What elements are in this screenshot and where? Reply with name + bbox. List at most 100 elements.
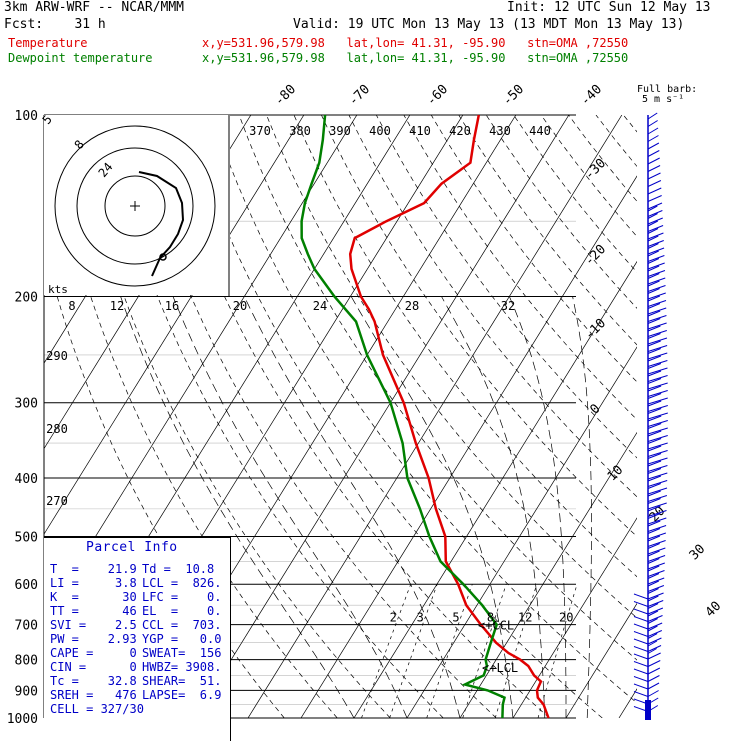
wind-barb (648, 361, 667, 367)
isotherm-line (566, 115, 740, 718)
theta-label: 410 (409, 124, 431, 138)
wind-barb (648, 301, 666, 307)
wind-barb (648, 616, 663, 622)
wind-barb (648, 331, 667, 337)
wind-barb (648, 556, 665, 562)
isotherm-label: 0 (587, 401, 603, 417)
pressure-tick-label: 400 (15, 472, 38, 487)
wind-barb (648, 653, 661, 659)
parcel-right: EL = 0. (142, 604, 221, 618)
parcel-row: Tc = 32.8 SHEAR= 51. (50, 674, 228, 688)
wind-barb (634, 662, 648, 667)
pressure-tick-label: 800 (15, 654, 38, 669)
wind-barb (648, 481, 667, 487)
height-label: 280 (46, 422, 68, 436)
wind-barb (648, 593, 664, 599)
parcel-right: LFC = 0. (142, 590, 221, 604)
wind-barb (648, 683, 659, 689)
wind-barb (648, 353, 667, 359)
parcel-left: CAPE = 0 (50, 646, 137, 660)
lcl-marker: <+LCL (482, 661, 518, 675)
speed-label: 28 (405, 299, 419, 313)
isotherm-line (407, 115, 740, 718)
theta-label: 400 (369, 124, 391, 138)
pressure-tick-label: 900 (15, 684, 38, 699)
parcel-row: LI = 3.8 LCL = 826. (50, 576, 228, 590)
wind-barb-base (645, 700, 651, 720)
parcel-left: LI = 3.8 (50, 576, 137, 590)
parcel-left: SREH = 476 (50, 688, 137, 702)
wind-barb (648, 488, 667, 494)
isotherm-line (354, 115, 728, 718)
moist-adiabat (244, 297, 460, 719)
wind-barb (648, 631, 662, 637)
wind-barb (648, 391, 668, 397)
parcel-right: LCL = 826. (142, 576, 221, 590)
valid-time: Valid: 19 UTC Mon 13 May 13 (13 MDT Mon … (293, 18, 684, 32)
hodograph-unit: kts (48, 283, 68, 296)
dry-adiabat (596, 115, 740, 718)
parcel-right: SHEAR= 51. (142, 674, 221, 688)
moist-adiabat (442, 297, 545, 719)
parcel-row: TT = 46 EL = 0. (50, 604, 228, 618)
wind-barb (634, 677, 648, 682)
mixing-ratio-line (463, 584, 507, 718)
wind-barb (648, 181, 661, 187)
wind-barb (648, 293, 666, 299)
wind-barb (634, 684, 648, 689)
parcel-left: T = 21.9 (50, 562, 137, 576)
wind-barb (634, 692, 648, 697)
theta-label: 390 (329, 124, 351, 138)
full-barb-units: 5 m s⁻¹ (642, 95, 684, 105)
parcel-left: Tc = 32.8 (50, 674, 137, 688)
height-label: 290 (46, 349, 68, 363)
dry-adiabat (486, 115, 740, 718)
parcel-left: PW = 2.93 (50, 632, 137, 646)
pressure-tick-label: 700 (15, 619, 38, 634)
wind-barb (648, 188, 661, 194)
wind-barb (648, 661, 660, 667)
isotherm-label: -50 (500, 82, 527, 109)
parcel-right: HWBZ= 3908. (142, 660, 221, 674)
wind-barb (634, 594, 648, 599)
init-time: Init: 12 UTC Sun 12 May 13 (507, 1, 711, 15)
wind-barb (648, 473, 667, 479)
dewpoint-location: x,y=531.96,579.98 lat,lon= 41.31, -95.90… (202, 51, 628, 65)
speed-label: 32 (501, 299, 515, 313)
wind-barb (648, 113, 657, 119)
isotherm-label: -20 (582, 242, 609, 269)
wind-barb (648, 226, 663, 232)
speed-label: 12 (110, 299, 124, 313)
wind-barb (648, 278, 665, 284)
wind-barb (634, 632, 648, 637)
wind-barb (648, 263, 665, 269)
wind-barb (648, 496, 667, 502)
wind-barb (648, 121, 658, 127)
parcel-left: TT = 46 (50, 604, 137, 618)
wind-barb (648, 248, 664, 254)
wind-barb (648, 406, 668, 412)
wind-barb (634, 602, 648, 607)
pressure-tick-label: 500 (15, 530, 38, 545)
wind-barb (648, 638, 661, 644)
dry-adiabat (514, 115, 740, 718)
wind-barb (648, 668, 660, 674)
wind-barb (634, 639, 648, 644)
pressure-tick-label: 300 (15, 397, 38, 412)
theta-label: 380 (289, 124, 311, 138)
wind-barb (648, 271, 665, 277)
wind-barb (648, 451, 668, 457)
parcel-cell: CELL = 327/30 (50, 702, 144, 716)
wind-barb (648, 308, 666, 314)
mixing-ratio-label: 5 (452, 611, 459, 625)
theta-label: 440 (529, 124, 551, 138)
wind-barb (648, 203, 662, 209)
wind-barb (648, 218, 663, 224)
theta-label: 430 (489, 124, 511, 138)
